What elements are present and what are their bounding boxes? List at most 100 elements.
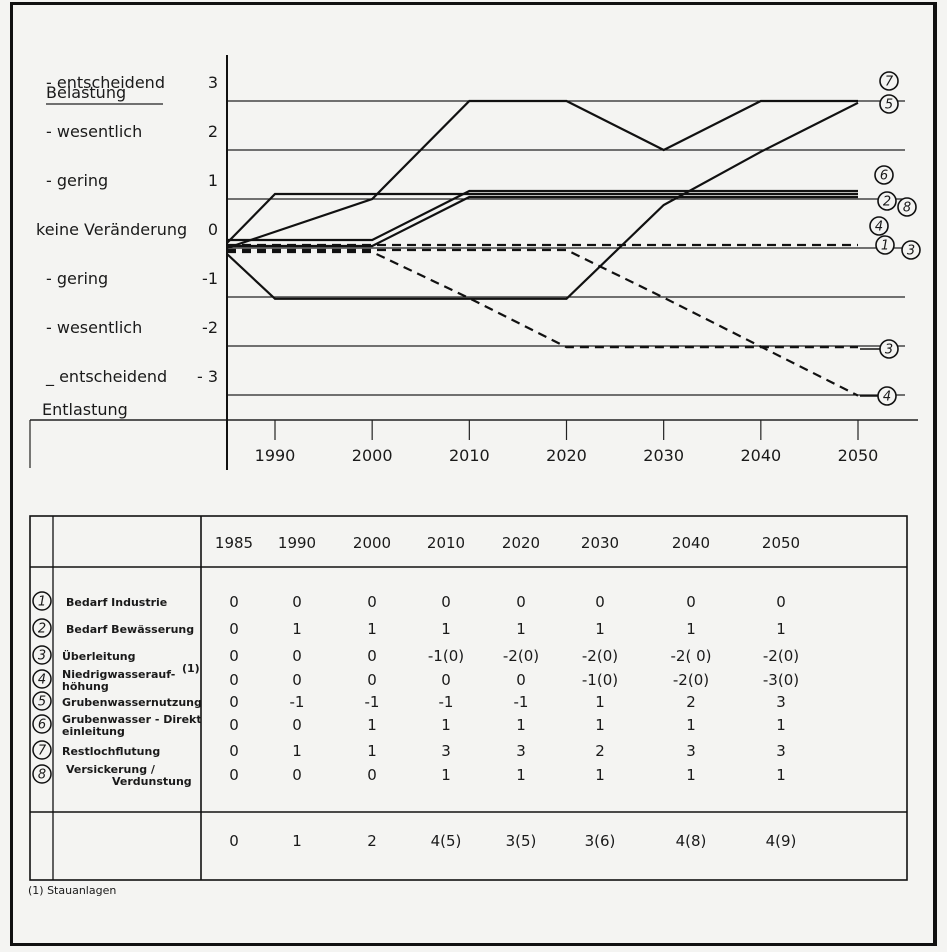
table-cell-1-2040: 0 (686, 593, 696, 611)
table-cell-5-1985: 0 (229, 693, 239, 711)
table-cell-6-1985: 0 (229, 716, 239, 734)
table-cell-3-2020: -2(0) (503, 647, 539, 665)
y-tick-0: 3 (208, 73, 218, 92)
figure-frame (10, 2, 937, 946)
table-cell-4-2040: -2(0) (673, 671, 709, 689)
table-col-header-2010: 2010 (427, 534, 465, 552)
y-level-label-2: - gering (46, 171, 108, 190)
table-cell-8-1985: 0 (229, 766, 239, 784)
y-level-label-5: - wesentlich (46, 318, 142, 337)
table-cell-7-2030: 2 (595, 742, 605, 760)
table-cell-6-1990: 0 (292, 716, 302, 734)
table-row-label-3-0: Überleitung (62, 649, 136, 663)
table-cell-1-2020: 0 (516, 593, 526, 611)
table-cell-5-2050: 3 (776, 693, 786, 711)
table-cell-6-2010: 1 (441, 716, 451, 734)
y-tick-5: -2 (202, 318, 218, 337)
y-tick-4: -1 (202, 269, 218, 288)
series-line-3 (227, 250, 858, 349)
series-marker-4 (869, 216, 889, 236)
table-row-num-6: 6 (38, 718, 46, 733)
table-row-marker-3 (32, 645, 52, 665)
table-cell-1-2030: 0 (595, 593, 605, 611)
table-row-num-2: 2 (38, 622, 46, 637)
table-row-marker-7 (32, 740, 52, 760)
table-cell-8-2040: 1 (686, 766, 696, 784)
table-row-marker-2 (32, 618, 52, 638)
table-cell-2-2000: 1 (367, 620, 377, 638)
table-col-header-1990: 1990 (278, 534, 316, 552)
series-marker-6 (874, 165, 894, 185)
table-cell-8-2010: 1 (441, 766, 451, 784)
x-tick-2020: 2020 (546, 446, 587, 465)
table-row-label-4-0: Niedrigwasserauf- (62, 668, 175, 681)
table-row-num-3: 3 (38, 649, 46, 664)
table-cell-4-2050: -3(0) (763, 671, 799, 689)
table-cell-1-1990: 0 (292, 593, 302, 611)
y-level-label-3: keine Veränderung (36, 220, 187, 239)
series-marker-7 (879, 71, 899, 91)
table-cell-3-2040: -2( 0) (671, 647, 712, 665)
table-cell-1-1985: 0 (229, 593, 239, 611)
table-cell-8-1990: 0 (292, 766, 302, 784)
series-line-7 (226, 99, 858, 250)
y-level-label-6: _ entscheidend (45, 367, 167, 387)
table-col-header-2050: 2050 (762, 534, 800, 552)
series-label-8: 8 (903, 201, 911, 216)
table-cell-6-2030: 1 (595, 716, 605, 734)
series-label-7: 7 (885, 75, 894, 90)
table-cell-4-2020: 0 (516, 671, 526, 689)
table-cell-7-2050: 3 (776, 742, 786, 760)
y-tick-2: 1 (208, 171, 218, 190)
series-line-4 (227, 248, 859, 397)
table-cell-6-2000: 1 (367, 716, 377, 734)
series-marker-2 (877, 191, 897, 211)
table-row-marker-4 (32, 669, 52, 689)
series-marker-3 (901, 240, 921, 260)
table-row-label-5-0: Grubenwassernutzung (62, 696, 202, 709)
table-col-header-2040: 2040 (672, 534, 710, 552)
table-row-marker-5 (32, 691, 52, 711)
table-cell-2-1985: 0 (229, 620, 239, 638)
table-cell-3-2030: -2(0) (582, 647, 618, 665)
series-line-2 (226, 192, 858, 244)
table-cell-5-2010: -1 (439, 693, 454, 711)
table-cell-2-2020: 1 (516, 620, 526, 638)
series-label-3: 3 (907, 244, 915, 259)
series-line-6 (227, 189, 858, 242)
table-cell-3-1990: 0 (292, 647, 302, 665)
table-row-label-6-0: Grubenwasser - Direkt (62, 713, 202, 726)
series-marker-3-low (879, 339, 899, 359)
table-row-label-7-0: Restlochflutung (62, 745, 160, 758)
table-cell-4-1990: 0 (292, 671, 302, 689)
table-row-num-8: 8 (38, 768, 46, 783)
table-row-marker-1 (32, 591, 52, 611)
table-row-marker-8 (32, 764, 52, 784)
footnote: (1) Stauanlagen (28, 884, 117, 897)
table-total-2010: 4(5) (431, 832, 462, 850)
table-row-label-2-0: Bedarf Bewässerung (66, 623, 194, 636)
series-line-8 (227, 195, 858, 248)
table-row-num-1: 1 (38, 595, 46, 610)
series-marker-1 (875, 235, 895, 255)
table-cell-5-2030: 1 (595, 693, 605, 711)
table-cell-4-2000: 0 (367, 671, 377, 689)
table-cell-7-2040: 3 (686, 742, 696, 760)
table-cell-6-2050: 1 (776, 716, 786, 734)
series-line-5 (226, 101, 859, 300)
table-col-header-2020: 2020 (502, 534, 540, 552)
table-cell-3-2010: -1(0) (428, 647, 464, 665)
table-cell-4-2010: 0 (441, 671, 451, 689)
table-cell-5-2040: 2 (686, 693, 696, 711)
table-cell-2-2010: 1 (441, 620, 451, 638)
table-cell-8-2030: 1 (595, 766, 605, 784)
table-cell-8-2000: 0 (367, 766, 377, 784)
table-row-num-5: 5 (38, 695, 46, 710)
series-label-2: 2 (883, 195, 891, 210)
y-label-top: Belastung (46, 83, 126, 102)
table-cell-1-2000: 0 (367, 593, 377, 611)
x-tick-1990: 1990 (255, 446, 296, 465)
x-tick-2000: 2000 (352, 446, 393, 465)
table-cell-1-2050: 0 (776, 593, 786, 611)
